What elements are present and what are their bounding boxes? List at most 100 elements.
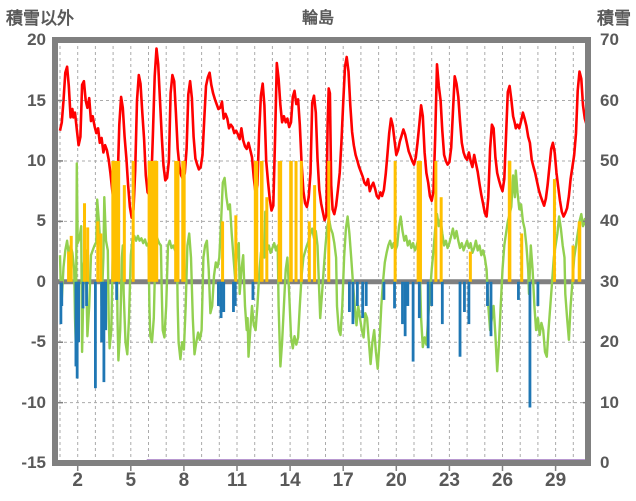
orange-bars [69, 235, 73, 282]
orange-bars [181, 160, 186, 282]
orange-bars [289, 160, 293, 282]
blue-bars [251, 281, 255, 300]
orange-bars [253, 160, 259, 282]
orange-bars [147, 160, 159, 282]
chart-title: 輪島 [301, 10, 334, 27]
right-axis-tick-label: 60 [600, 90, 619, 110]
blue-bars [528, 281, 532, 408]
orange-bars [313, 185, 317, 282]
orange-bars [86, 227, 90, 282]
blue-bars [417, 281, 421, 319]
blue-bars [486, 281, 489, 306]
blue-bars [411, 281, 415, 362]
blue-bars [115, 281, 119, 300]
blue-bars [347, 281, 351, 313]
x-axis-tick-label: 11 [226, 470, 248, 491]
left-axis-tick-label: 15 [27, 90, 46, 110]
series-layer [58, 47, 589, 408]
x-axis-tick-label: 23 [438, 470, 460, 491]
right-axis-tick-label: 50 [600, 150, 619, 170]
blue-bars [100, 281, 103, 343]
left-axis-tick-label: 20 [27, 30, 46, 50]
right-axis-tick-label: 40 [600, 211, 619, 231]
x-axis-tick-label: 29 [545, 470, 567, 491]
orange-bars [577, 221, 582, 282]
right-axis-tick-label: 70 [600, 30, 619, 50]
orange-bars [277, 160, 283, 282]
orange-bars [131, 160, 135, 282]
blue-bars [364, 281, 368, 306]
orange-bars [468, 251, 472, 282]
orange-bars [96, 221, 100, 282]
left-axis-tick-label: 5 [36, 211, 46, 231]
blue-bars [426, 281, 430, 349]
blue-bars [351, 281, 355, 325]
orange-bars [294, 160, 298, 282]
blue-bars [403, 281, 407, 337]
orange-bars [265, 197, 269, 282]
blue-bars [77, 281, 80, 343]
x-axis-tick-label: 14 [279, 470, 301, 491]
blue-bars [463, 281, 466, 313]
x-axis-tick-label: 20 [385, 470, 407, 491]
blue-bars [104, 281, 108, 331]
orange-bars [111, 160, 121, 282]
orange-bars [83, 203, 87, 282]
blue-bars [81, 281, 85, 309]
blue-bars [102, 281, 106, 383]
blue-bars [94, 281, 97, 389]
x-axis-tick-label: 17 [332, 470, 354, 491]
right-axis-title: 積雪 [597, 9, 631, 28]
blue-bars [489, 281, 493, 337]
blue-bars [217, 281, 220, 306]
orange-bars [327, 160, 331, 282]
orange-bars [67, 251, 71, 282]
blue-bars [60, 281, 64, 306]
blue-bars [222, 281, 226, 313]
blue-bars [232, 281, 235, 313]
left-axis-tick-label: -10 [21, 392, 46, 412]
blue-bars [440, 281, 444, 325]
orange-bars [416, 160, 422, 282]
orange-bars [99, 233, 103, 282]
blue-bars [458, 281, 462, 357]
right-axis-tick-label: 20 [600, 332, 619, 352]
green-line [58, 162, 589, 373]
orange-bars [507, 160, 512, 282]
blue-bars [233, 281, 237, 306]
blue-bars [536, 281, 540, 306]
blue-bars [219, 281, 223, 319]
left-axis-tick-label: 10 [27, 150, 46, 170]
x-axis-tick-label: 5 [125, 470, 137, 491]
left-axis-tick-label: -15 [21, 453, 46, 473]
right-axis-tick-label: 30 [600, 271, 619, 291]
tick-marks [58, 39, 588, 471]
left-axis-tick-label: 0 [36, 271, 46, 291]
orange-bars [571, 245, 575, 282]
orange-bars [393, 160, 397, 282]
blue-bars [85, 281, 88, 306]
plot-frame [52, 37, 591, 466]
blue-bars [517, 281, 520, 300]
blue-bars [467, 281, 471, 325]
x-axis-tick-label: 8 [178, 470, 190, 491]
blue-bars [406, 281, 410, 306]
blue-bars [393, 281, 396, 309]
orange-bars [174, 160, 180, 282]
orange-bars [221, 221, 225, 282]
blue-bars [401, 281, 404, 325]
blue-bars [361, 281, 365, 319]
left-axis-title: 積雪以外 [6, 9, 74, 28]
orange-bars [552, 179, 556, 282]
right-axis-tick-label: 10 [600, 392, 619, 412]
orange-bars [307, 221, 311, 282]
x-axis-tick-label: 2 [72, 470, 83, 491]
left-axis-tick-label: -5 [30, 332, 46, 352]
orange-bars [520, 233, 524, 282]
orange-bars [434, 160, 438, 282]
blue-bars [430, 281, 434, 306]
orange-bars [439, 197, 443, 282]
orange-bars [234, 215, 238, 282]
